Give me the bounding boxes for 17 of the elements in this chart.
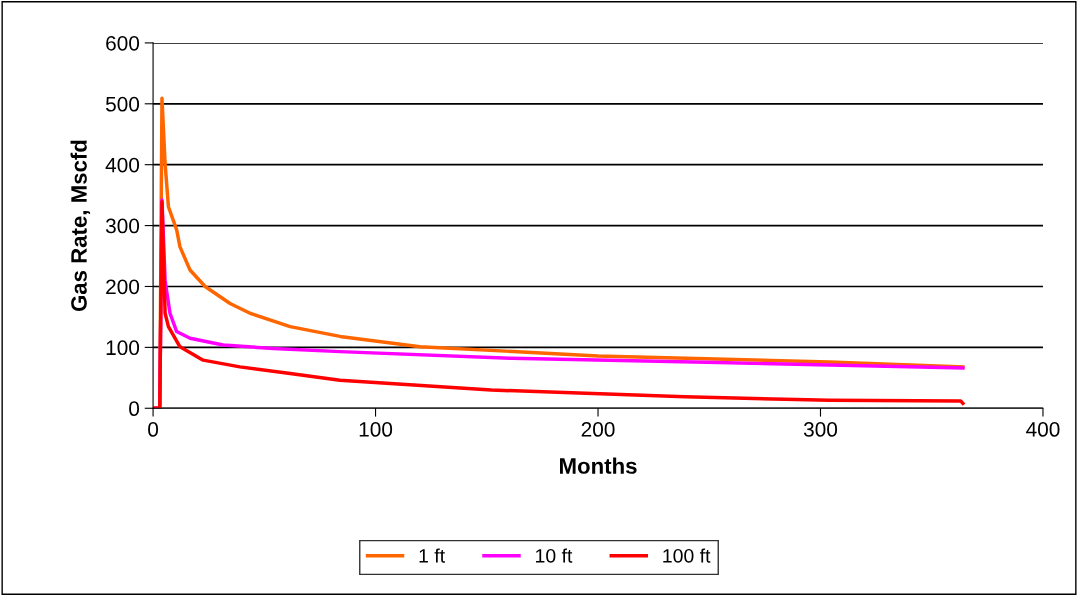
y-tick-label: 100 (106, 340, 140, 356)
x-tick-label: 200 (581, 422, 615, 437)
y-tick-label: 300 (105, 218, 140, 234)
x-tick-label: 0 (148, 422, 159, 437)
x-axis-title: Months (560, 457, 637, 474)
y-tick-label: 0 (129, 401, 140, 417)
y-tick-label: 600 (106, 35, 140, 51)
y-tick-label: 200 (106, 279, 140, 295)
y-tick-label: 500 (105, 96, 140, 112)
y-axis-title: Gas Rate, Mscfd (70, 140, 91, 312)
y-tick-label: 400 (105, 157, 140, 173)
legend-label: 1 ft (419, 548, 445, 563)
legend-label: 100 ft (663, 548, 711, 563)
legend-label: 10 ft (536, 548, 573, 563)
x-tick-label: 300 (803, 422, 838, 437)
x-tick-label: 400 (1026, 422, 1060, 437)
x-tick-label: 100 (359, 422, 393, 437)
